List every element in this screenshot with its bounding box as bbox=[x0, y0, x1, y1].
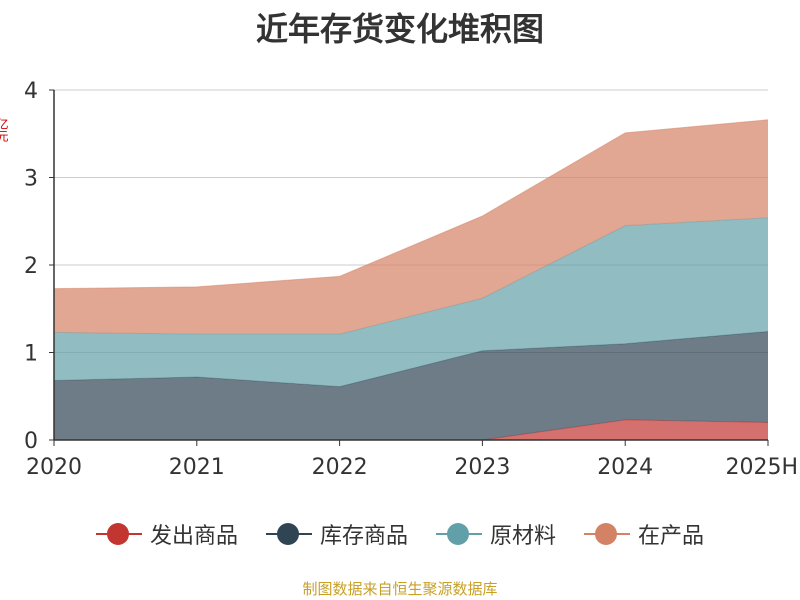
area-在产品 bbox=[54, 119, 768, 335]
legend-swatch bbox=[584, 523, 631, 545]
legend-item[interactable]: 原材料 bbox=[436, 518, 556, 550]
y-axis-label: 亿元 bbox=[0, 118, 9, 142]
x-tick-label: 2025H bbox=[725, 455, 798, 480]
chart-title: 近年存货变化堆积图 bbox=[255, 10, 544, 48]
area-series bbox=[53, 119, 769, 441]
legend-swatch bbox=[265, 523, 312, 545]
y-tick-label: 1 bbox=[24, 342, 38, 367]
legend-swatch bbox=[436, 523, 482, 545]
data-source-note: 制图数据来自恒生聚源数据库 bbox=[302, 580, 498, 598]
legend-label: 库存商品 bbox=[319, 524, 408, 549]
legend-item[interactable]: 发出商品 bbox=[95, 518, 238, 550]
y-tick-label: 0 bbox=[24, 429, 38, 454]
y-tick-label: 4 bbox=[24, 79, 38, 104]
y-tick-label: 3 bbox=[24, 167, 38, 192]
x-tick-label: 2020 bbox=[26, 455, 82, 480]
x-tick-label: 2022 bbox=[312, 455, 368, 480]
tick-labels: 0 1 2 3 4 2020 2021 2022 2023 2024 2025H bbox=[24, 79, 798, 480]
legend-label: 发出商品 bbox=[149, 524, 238, 549]
area-line-在产品 bbox=[53, 119, 769, 290]
legend-label: 在产品 bbox=[638, 524, 705, 549]
area-原材料 bbox=[54, 217, 768, 387]
legend: 发出商品 库存商品 原材料 在产品 bbox=[0, 514, 800, 554]
x-tick-label: 2023 bbox=[454, 455, 510, 480]
area-库存商品 bbox=[54, 331, 768, 440]
legend-label: 原材料 bbox=[490, 524, 557, 549]
legend-swatch bbox=[95, 523, 142, 545]
x-tick-label: 2024 bbox=[597, 455, 653, 480]
legend-item[interactable]: 库存商品 bbox=[265, 518, 408, 550]
x-tick-label: 2021 bbox=[169, 455, 225, 480]
legend-item[interactable]: 在产品 bbox=[584, 518, 704, 550]
y-tick-label: 2 bbox=[24, 254, 38, 279]
